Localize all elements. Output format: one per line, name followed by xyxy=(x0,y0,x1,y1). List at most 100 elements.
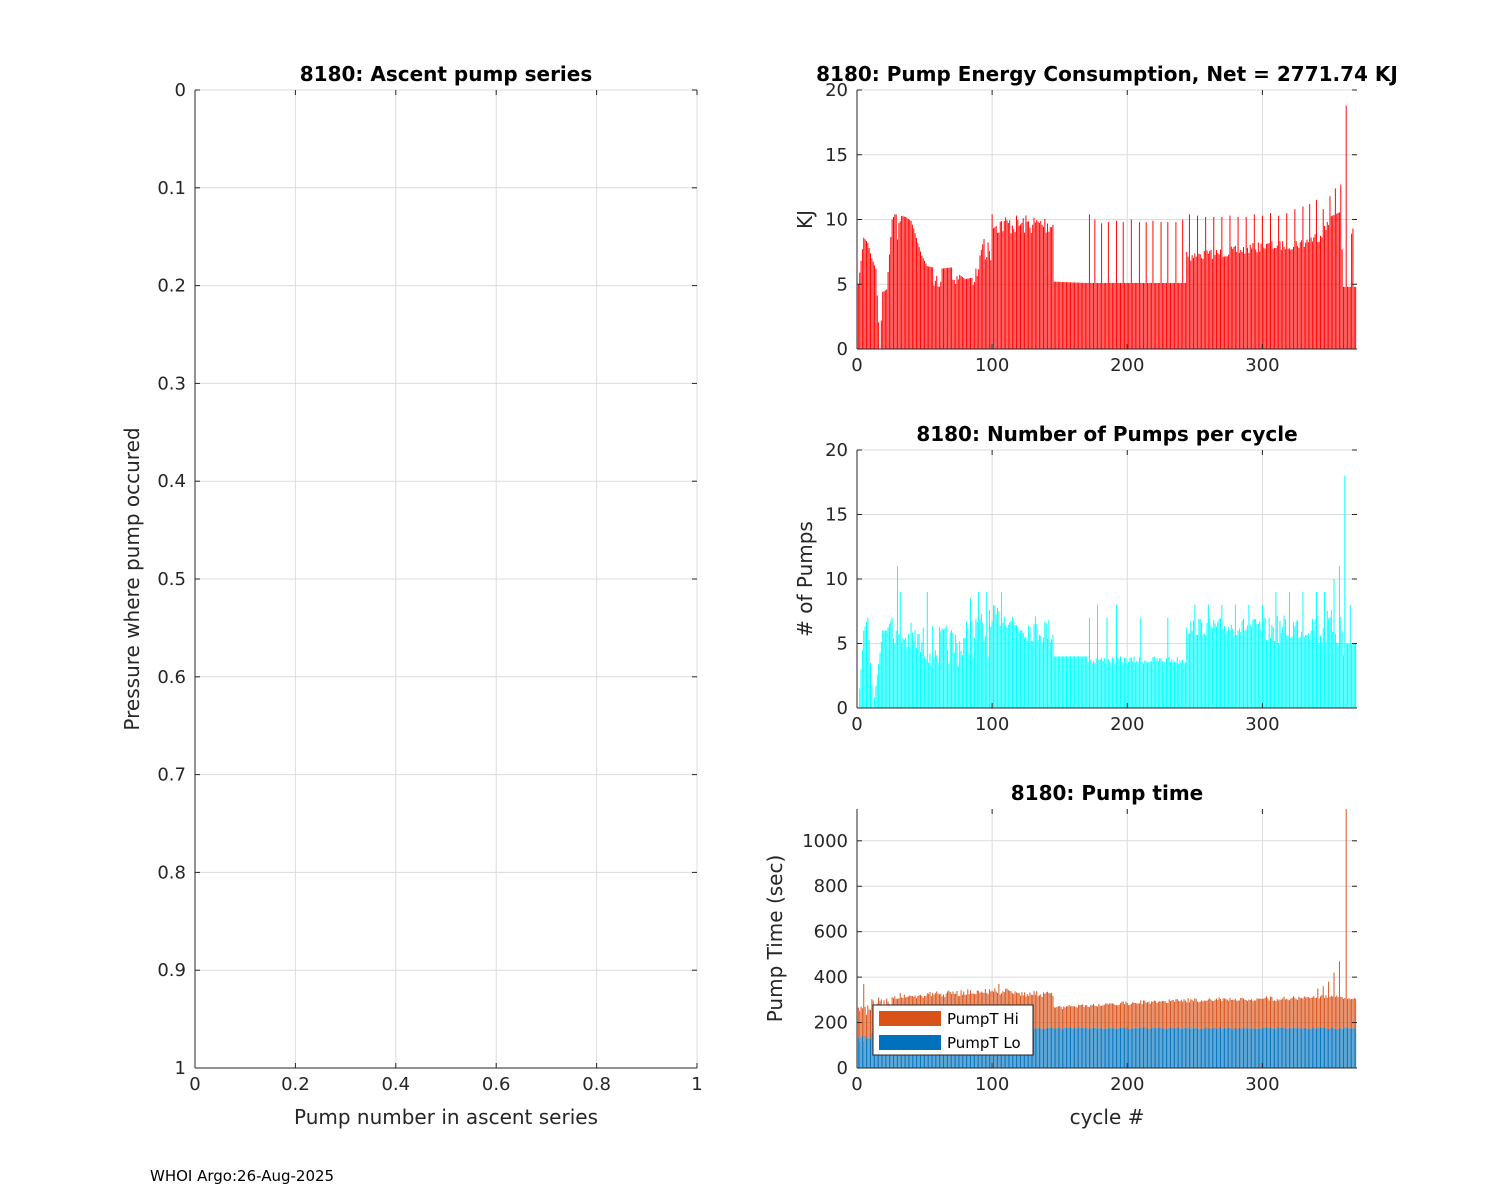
bar-pumpt-lo xyxy=(1125,1027,1127,1068)
bar xyxy=(1183,282,1185,349)
bar xyxy=(1207,253,1209,349)
bar xyxy=(1286,213,1288,349)
bar xyxy=(1282,626,1284,708)
bar-pumpt-lo xyxy=(1078,1027,1080,1068)
bar-pumpt-hi xyxy=(1129,1005,1131,1029)
bar xyxy=(1275,591,1277,708)
bar xyxy=(979,255,981,349)
bar-pumpt-lo xyxy=(1349,1028,1351,1068)
bar xyxy=(1265,243,1267,349)
bar xyxy=(1041,642,1043,708)
bar xyxy=(1280,632,1282,708)
bar-pumpt-hi xyxy=(1214,999,1216,1028)
bar-pumpt-lo xyxy=(1063,1028,1065,1068)
bar xyxy=(876,295,878,349)
bar-pumpt-lo xyxy=(1201,1027,1203,1068)
bar-pumpt-lo xyxy=(1148,1028,1150,1068)
bar-pumpt-lo xyxy=(1279,1027,1281,1068)
bar-pumpt-lo xyxy=(1203,1028,1205,1068)
bar xyxy=(1307,242,1309,349)
bar xyxy=(1226,256,1228,349)
bar xyxy=(1065,282,1067,349)
bar-pumpt-hi xyxy=(1317,988,1319,1028)
bar xyxy=(1302,591,1304,708)
bar xyxy=(1261,604,1263,708)
bar xyxy=(1205,634,1207,708)
bar xyxy=(907,633,909,708)
bar xyxy=(1301,240,1303,349)
bar xyxy=(1175,222,1177,349)
bar-pumpt-lo xyxy=(1113,1027,1115,1068)
bar-pumpt-hi xyxy=(1106,1003,1108,1029)
bar xyxy=(1086,656,1088,708)
bar xyxy=(859,272,861,349)
bar-pumpt-hi xyxy=(1045,992,1047,1029)
bar xyxy=(1124,657,1126,708)
bar xyxy=(1121,661,1123,708)
bar xyxy=(1143,663,1144,708)
bar-pumpt-hi xyxy=(1041,996,1043,1029)
grid xyxy=(194,89,698,1069)
bar-pumpt-lo xyxy=(1270,1027,1271,1068)
bar xyxy=(875,685,877,708)
bar-pumpt-hi xyxy=(1091,1005,1093,1028)
bar xyxy=(1291,636,1293,708)
bar xyxy=(906,647,908,708)
bar-pumpt-hi xyxy=(1195,999,1197,1028)
bar xyxy=(1201,622,1203,708)
bar xyxy=(1328,225,1330,349)
bar-pumpt-lo xyxy=(1305,1027,1307,1068)
bar xyxy=(1074,656,1076,708)
bar xyxy=(1352,643,1354,708)
bar-pumpt-lo xyxy=(1276,1027,1278,1068)
bar-pumpt-hi xyxy=(1345,809,1347,1028)
bar-pumpt-hi xyxy=(1224,998,1226,1028)
bar xyxy=(1195,634,1197,708)
bar xyxy=(1170,282,1171,349)
bar-pumpt-hi xyxy=(1148,1001,1150,1029)
bar xyxy=(1080,282,1082,349)
bar xyxy=(990,626,992,708)
bar-pumpt-lo xyxy=(1249,1028,1251,1068)
bar xyxy=(1253,618,1255,708)
bar-pumpt-lo xyxy=(1188,1028,1190,1068)
bar-pumpt-lo xyxy=(1134,1028,1136,1068)
bar xyxy=(1091,663,1093,708)
bar xyxy=(1278,642,1280,708)
bar-pumpt-hi xyxy=(1279,999,1281,1028)
bar xyxy=(1211,258,1213,349)
bar xyxy=(1217,253,1219,349)
bar-pumpt-hi xyxy=(1170,1001,1171,1029)
bar-pumpt-lo xyxy=(859,1041,861,1068)
bar xyxy=(1183,663,1185,708)
bar xyxy=(1149,662,1151,708)
bar-pumpt-lo xyxy=(1234,1027,1236,1068)
bar-pumpt-lo xyxy=(1057,1027,1059,1068)
bar-pumpt-lo xyxy=(1253,1028,1255,1068)
bar-pumpt-hi xyxy=(1232,999,1234,1030)
bar-pumpt-hi xyxy=(1352,998,1354,1029)
bar xyxy=(980,613,982,708)
bar-pumpt-hi xyxy=(1094,1005,1096,1028)
bar-pumpt-hi xyxy=(1240,997,1242,1029)
bar-pumpt-lo xyxy=(1048,1027,1050,1068)
bar-pumpt-lo xyxy=(1034,1027,1036,1068)
bar xyxy=(928,662,930,708)
bar-pumpt-lo xyxy=(1187,1027,1189,1068)
bar-pumpt-lo xyxy=(1324,1027,1326,1068)
bar xyxy=(1160,222,1162,349)
y-tick-label: 0 xyxy=(837,1058,848,1079)
bar-pumpt-hi xyxy=(1222,998,1224,1029)
bar xyxy=(1026,641,1028,708)
bar xyxy=(905,216,907,349)
bar-pumpt-hi xyxy=(1149,1003,1151,1029)
bar xyxy=(1068,282,1070,349)
bar-pumpt-hi xyxy=(1070,1006,1071,1028)
bar xyxy=(987,242,989,349)
bar xyxy=(1221,604,1223,708)
bar xyxy=(1191,630,1193,708)
bar-pumpt-lo xyxy=(1156,1028,1158,1068)
bar-pumpt-lo xyxy=(1333,1028,1335,1068)
bar-pumpt-hi xyxy=(1225,999,1227,1030)
bar xyxy=(1193,620,1194,708)
